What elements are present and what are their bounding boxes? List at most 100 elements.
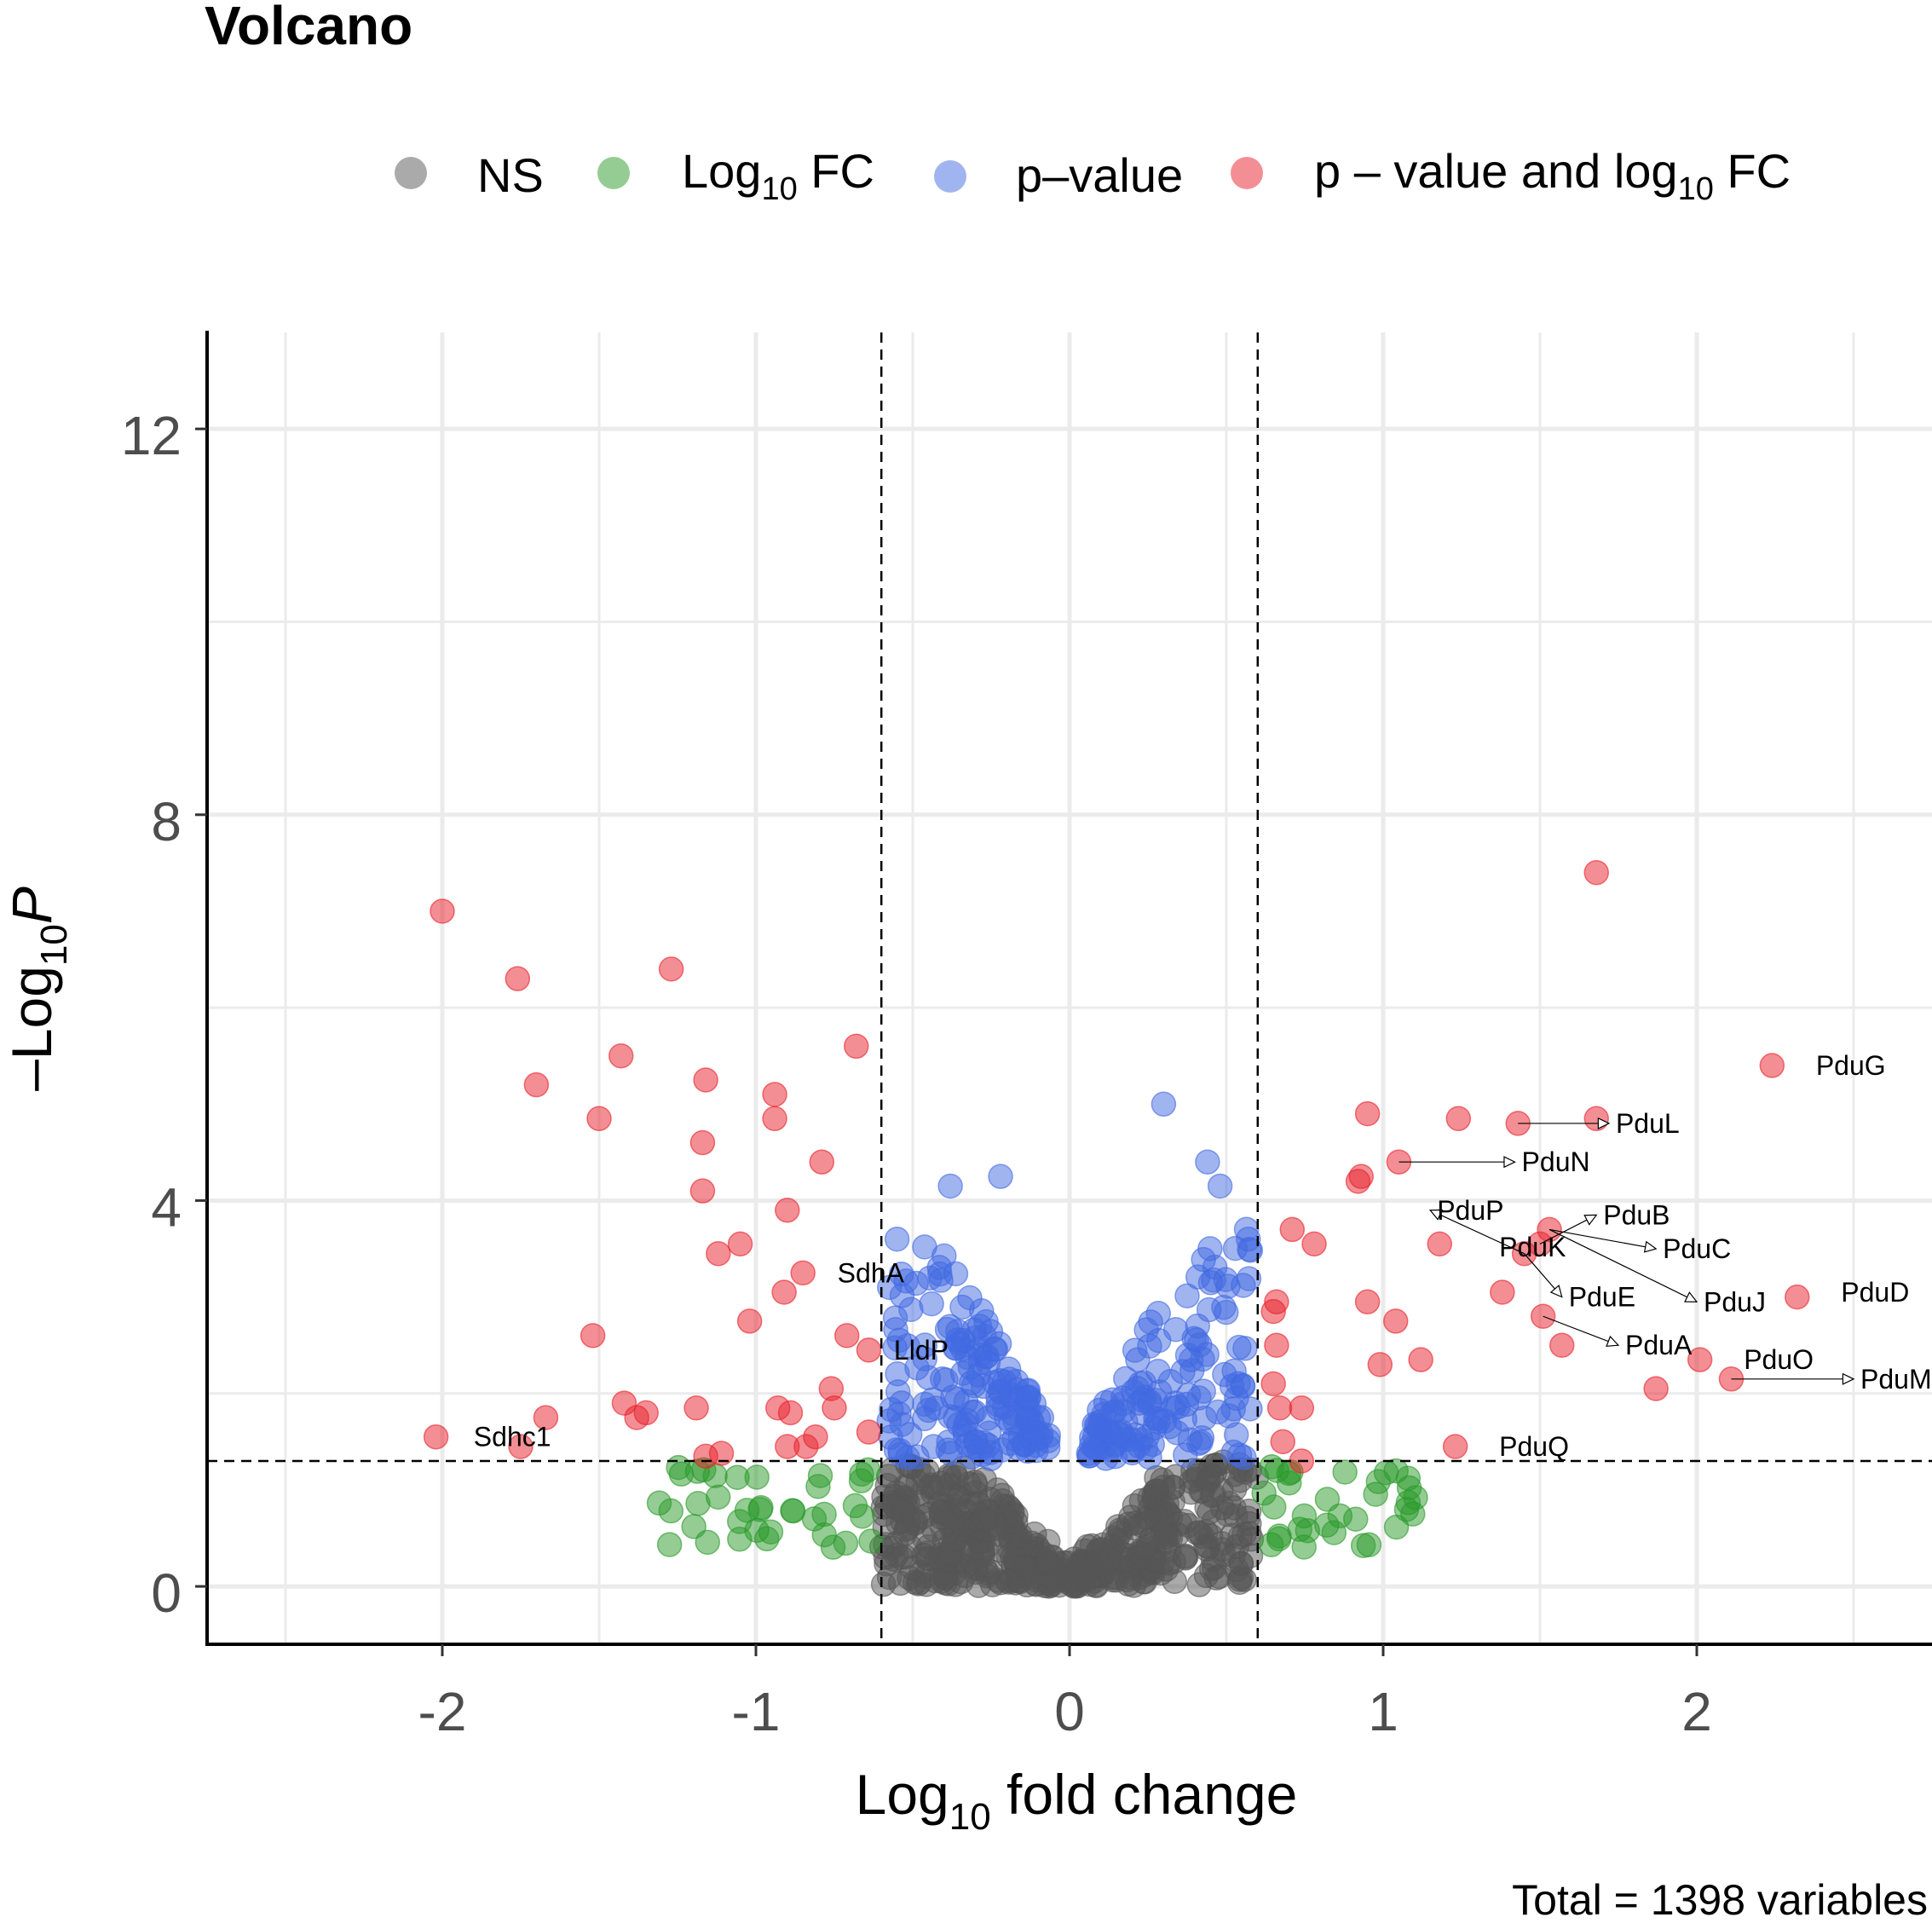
point-pvalue-fc (1367, 1352, 1393, 1377)
gene-label-pdug: PduG (1816, 1050, 1886, 1081)
point-pvalue-fc (693, 1067, 718, 1093)
point-fc (724, 1464, 750, 1490)
label-connector (1429, 1210, 1525, 1255)
legend-label-fc: Log10 FC (682, 144, 874, 207)
point-pvalue-fc (423, 1423, 449, 1450)
gene-label-pduc: PduC (1663, 1233, 1731, 1264)
point-pvalue-fc (430, 898, 455, 924)
label-connector (1543, 1315, 1619, 1346)
point-pvalue-fc (833, 1323, 860, 1348)
point-ns (1116, 1571, 1141, 1597)
point-ns (963, 1472, 989, 1498)
gene-label-pdum: PduM (1860, 1364, 1932, 1395)
point-pvalue (969, 1298, 995, 1324)
point-pvalue-fc (1445, 1106, 1472, 1132)
point-pvalue (1224, 1385, 1249, 1412)
point-pvalue-fc (505, 966, 531, 991)
point-ns (1156, 1551, 1182, 1576)
point-pvalue (1236, 1226, 1261, 1252)
point-pvalue (1232, 1336, 1258, 1361)
point-pvalue (988, 1164, 1013, 1189)
point-ns (1227, 1468, 1253, 1493)
legend-label-pvalue-fc: p – value and log10 FC (1314, 144, 1791, 207)
point-pvalue (1223, 1422, 1249, 1447)
x-tick-label: -1 (732, 1681, 781, 1742)
point-pvalue (912, 1406, 937, 1432)
point-pvalue-fc (608, 1042, 634, 1069)
point-ns (905, 1470, 931, 1495)
point-ns (874, 1473, 900, 1499)
label-arrowhead (1549, 1285, 1563, 1298)
point-pvalue (919, 1291, 944, 1317)
point-fc (1395, 1490, 1422, 1516)
legend-label-pvalue: p–value (1016, 148, 1183, 202)
data-points (423, 859, 1810, 1599)
point-fc (681, 1514, 706, 1539)
point-fc (1363, 1481, 1388, 1507)
label-arrowhead (1842, 1372, 1855, 1385)
point-pvalue (975, 1350, 1001, 1376)
point-fc (780, 1498, 805, 1523)
point-pvalue (1207, 1173, 1233, 1199)
point-pvalue (946, 1412, 972, 1437)
point-pvalue-fc (689, 1178, 716, 1204)
point-ns (1164, 1522, 1191, 1548)
point-fc (1291, 1534, 1317, 1560)
legend-marker-ns (395, 157, 427, 189)
point-fc (1314, 1487, 1341, 1512)
point-pvalue-fc (1260, 1298, 1286, 1325)
point-pvalue (1211, 1294, 1237, 1320)
point-pvalue (959, 1370, 984, 1396)
point-pvalue-fc (508, 1434, 533, 1459)
point-pvalue (943, 1261, 969, 1287)
y-axis-title: –Log10P (0, 886, 75, 1091)
point-pvalue-fc (683, 1395, 709, 1421)
point-ns (1199, 1482, 1226, 1509)
point-pvalue (1188, 1429, 1214, 1455)
point-fc (1277, 1470, 1302, 1496)
point-pvalue-fc (1382, 1308, 1409, 1334)
point-pvalue-fc (1583, 859, 1609, 886)
chart-title: Volcano (205, 0, 412, 56)
point-ns (932, 1564, 959, 1590)
point-fc (1259, 1453, 1284, 1480)
point-pvalue (1191, 1378, 1216, 1404)
label-arrowhead (1597, 1117, 1611, 1129)
point-ns (1000, 1545, 1025, 1571)
legend: NS Log10 FC p–value p – value and log10 … (395, 144, 1791, 207)
point-pvalue-fc (1583, 1106, 1609, 1132)
point-pvalue-fc (1785, 1284, 1810, 1310)
point-ns (1096, 1545, 1122, 1572)
point-pvalue (886, 1327, 912, 1354)
point-fc (855, 1457, 881, 1483)
x-axis-title: Log10 fold change (856, 1763, 1298, 1838)
point-pvalue (1145, 1358, 1171, 1384)
point-pvalue-fc (775, 1198, 800, 1223)
point-ns (1193, 1562, 1220, 1589)
point-pvalue-fc (1408, 1347, 1433, 1372)
point-pvalue (1101, 1399, 1127, 1425)
point-pvalue (1151, 1091, 1177, 1117)
point-ns (943, 1527, 968, 1553)
y-tick-label: 0 (151, 1562, 182, 1624)
point-pvalue-fc (1354, 1289, 1381, 1315)
point-pvalue-fc (1266, 1395, 1293, 1421)
gene-label-pdun: PduN (1522, 1146, 1590, 1177)
point-ns (1124, 1545, 1151, 1571)
point-pvalue-fc (586, 1106, 612, 1132)
point-pvalue (1174, 1283, 1200, 1308)
point-pvalue (1184, 1327, 1209, 1353)
gene-label-pduj: PduJ (1704, 1286, 1766, 1317)
point-pvalue-fc (1687, 1347, 1713, 1372)
point-pvalue-fc (1759, 1053, 1785, 1078)
point-pvalue-fc (762, 1082, 787, 1107)
y-tick-label: 8 (151, 791, 182, 852)
point-pvalue-fc (633, 1400, 659, 1426)
cutoff-lines (207, 332, 1932, 1644)
point-fc (858, 1528, 884, 1554)
gene-label-pdue: PduE (1569, 1282, 1635, 1313)
point-fc (1373, 1459, 1399, 1486)
point-pvalue (879, 1396, 904, 1423)
